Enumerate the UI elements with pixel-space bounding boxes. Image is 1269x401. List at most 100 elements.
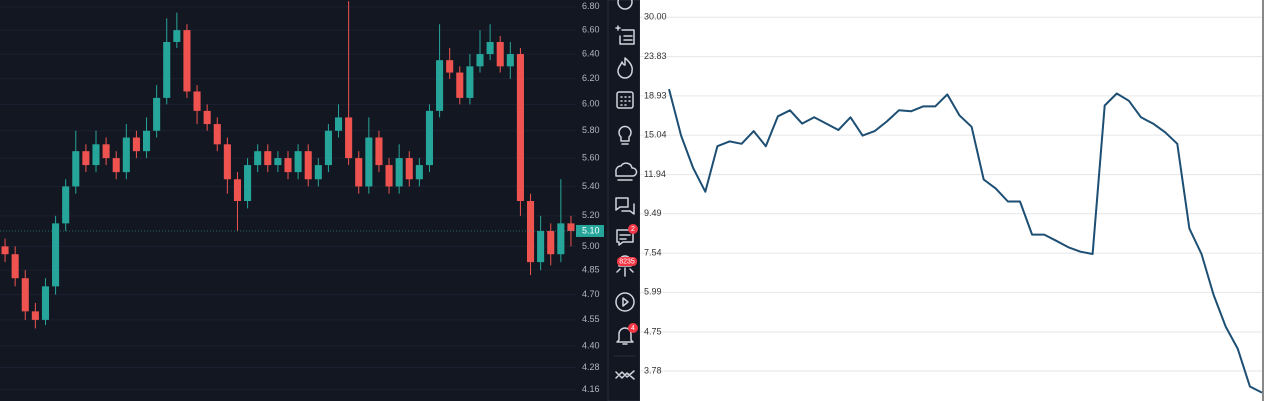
line-series bbox=[668, 88, 1263, 394]
candle-body bbox=[334, 117, 343, 131]
candle-body bbox=[375, 137, 383, 166]
candle-body bbox=[112, 158, 120, 173]
candle-body bbox=[213, 124, 221, 145]
candle-body bbox=[415, 165, 423, 180]
candle-body bbox=[153, 97, 161, 131]
y-tick-label: 15.04 bbox=[644, 130, 667, 140]
y-tick-label: 5.40 bbox=[582, 181, 600, 191]
candle-body bbox=[274, 158, 282, 166]
price-axis bbox=[576, 0, 608, 401]
candle-body bbox=[486, 41, 494, 55]
y-tick-label: 4.28 bbox=[582, 362, 600, 372]
line-panel bbox=[640, 0, 1269, 401]
candle-body bbox=[163, 41, 171, 98]
candle-body bbox=[355, 158, 363, 187]
candle-body bbox=[264, 151, 272, 166]
sidebar bbox=[607, 0, 641, 401]
candle-body bbox=[506, 54, 514, 67]
y-tick-label: 5.99 bbox=[644, 287, 662, 297]
candle-body bbox=[72, 151, 80, 187]
badge: 8235 bbox=[619, 258, 635, 265]
candle-body bbox=[314, 165, 322, 180]
candle-body bbox=[547, 230, 555, 255]
candle-body bbox=[82, 151, 90, 166]
chart-icon[interactable] bbox=[615, 370, 635, 380]
candle-body bbox=[476, 54, 484, 67]
candle-body bbox=[324, 130, 332, 166]
candle-body bbox=[193, 91, 201, 111]
ideas-stream-icon[interactable] bbox=[616, 255, 634, 277]
sidebar-icons: 2 8235 4 bbox=[614, 0, 638, 380]
y-tick-label: 5.80 bbox=[582, 125, 600, 135]
candle-body bbox=[466, 66, 474, 98]
candle-body bbox=[395, 158, 403, 187]
candle-body bbox=[31, 311, 39, 320]
candle-body bbox=[183, 30, 191, 92]
candle-chart: 6.80 6.60 6.40 6.20 6.00 5.80 5.60 5.40 5.20 5.00… bbox=[0, 1, 604, 394]
badge: 2 bbox=[631, 226, 635, 233]
calendar-icon[interactable] bbox=[616, 91, 634, 109]
candle-body bbox=[223, 144, 231, 180]
candle-body bbox=[173, 30, 181, 42]
y-tick-label: 6.60 bbox=[582, 24, 600, 34]
stream-icon[interactable] bbox=[615, 162, 638, 181]
candle-body bbox=[496, 41, 504, 67]
candle-panel bbox=[0, 0, 608, 401]
candle-body bbox=[92, 144, 100, 166]
candle-body bbox=[557, 223, 565, 255]
y-tick-label: 4.70 bbox=[582, 289, 600, 299]
y-tick-label: 5.60 bbox=[582, 152, 600, 162]
y-tick-label: 4.40 bbox=[582, 340, 600, 350]
candle-body bbox=[102, 144, 110, 159]
y-tick-label: 5.20 bbox=[582, 210, 600, 220]
candle-body bbox=[11, 254, 19, 279]
y-tick-label: 7.54 bbox=[644, 247, 662, 257]
candle-body bbox=[425, 110, 434, 166]
idea-icon[interactable] bbox=[618, 125, 632, 145]
candle-body bbox=[254, 151, 262, 166]
candle-body bbox=[233, 179, 242, 201]
candle-body bbox=[142, 130, 151, 152]
last-price-tag bbox=[576, 224, 604, 237]
broadcast-icon[interactable] bbox=[615, 292, 635, 312]
candle-body bbox=[537, 230, 545, 263]
candle-body bbox=[132, 137, 140, 152]
candle-body bbox=[345, 117, 353, 159]
list-icon[interactable] bbox=[615, 25, 635, 45]
y-tick-label: 11.94 bbox=[644, 169, 666, 179]
hot-icon[interactable] bbox=[617, 57, 633, 79]
candle-body bbox=[21, 278, 29, 312]
y-tick-label: 6.00 bbox=[582, 99, 600, 109]
y-tick-label: 4.75 bbox=[644, 326, 662, 336]
y-tick-label: 3.78 bbox=[644, 365, 662, 375]
candle-body bbox=[284, 158, 292, 173]
last-price-label: 5.10 bbox=[582, 225, 600, 235]
candle-body bbox=[385, 165, 393, 187]
candle-body bbox=[405, 158, 413, 180]
y-tick-label: 5.00 bbox=[582, 241, 600, 251]
candle-body bbox=[567, 223, 575, 231]
clock-icon[interactable] bbox=[617, 0, 633, 10]
badge-bg bbox=[617, 257, 637, 266]
candle-body bbox=[1, 246, 9, 255]
chat-icon[interactable] bbox=[615, 197, 635, 215]
y-tick-label: 30.00 bbox=[644, 12, 667, 22]
y-tick-label: 6.20 bbox=[582, 73, 600, 83]
y-tick-label: 23.83 bbox=[644, 51, 667, 61]
y-tick-label: 6.40 bbox=[582, 48, 600, 58]
alert-icon[interactable] bbox=[616, 327, 634, 345]
candle-body bbox=[203, 110, 211, 125]
badge: 4 bbox=[631, 325, 635, 332]
y-tick-label: 4.16 bbox=[582, 384, 600, 394]
play-glyph bbox=[622, 297, 629, 307]
candle-body bbox=[526, 200, 535, 263]
candle-body bbox=[456, 72, 464, 98]
candle-body bbox=[446, 60, 454, 73]
y-tick-label: 4.85 bbox=[582, 264, 600, 274]
y-tick-label: 6.80 bbox=[582, 1, 600, 11]
y-tick-label: 18.93 bbox=[644, 90, 667, 100]
badge-bg bbox=[628, 224, 638, 234]
candle-body bbox=[436, 60, 444, 111]
